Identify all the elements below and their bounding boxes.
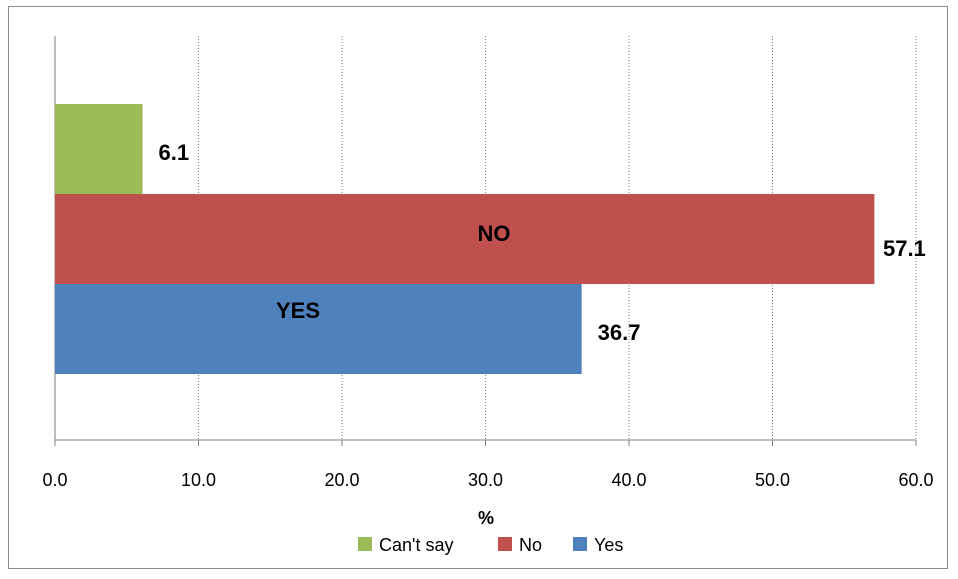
legend-label: Can't say — [379, 535, 453, 555]
x-tick-label: 20.0 — [324, 470, 359, 490]
x-tick-label: 30.0 — [468, 470, 503, 490]
bar-can-t-say — [55, 104, 143, 194]
x-tick-label: 60.0 — [898, 470, 933, 490]
bar-yes — [55, 284, 582, 374]
x-tick-label: 40.0 — [611, 470, 646, 490]
x-tick-label: 0.0 — [42, 470, 67, 490]
value-label: 36.7 — [598, 320, 641, 345]
x-tick-label: 10.0 — [181, 470, 216, 490]
bar-category-label: NO — [478, 221, 511, 246]
legend-swatch — [358, 537, 372, 551]
legend-swatch — [573, 537, 587, 551]
x-tick-label: 50.0 — [755, 470, 790, 490]
x-axis-title: % — [478, 508, 494, 528]
legend-swatch — [498, 537, 512, 551]
legend-label: No — [519, 535, 542, 555]
value-label: 57.1 — [883, 236, 926, 261]
bar-no — [55, 194, 875, 284]
legend-label: Yes — [594, 535, 623, 555]
value-label: 6.1 — [159, 140, 190, 165]
bar-category-label: YES — [276, 298, 320, 323]
